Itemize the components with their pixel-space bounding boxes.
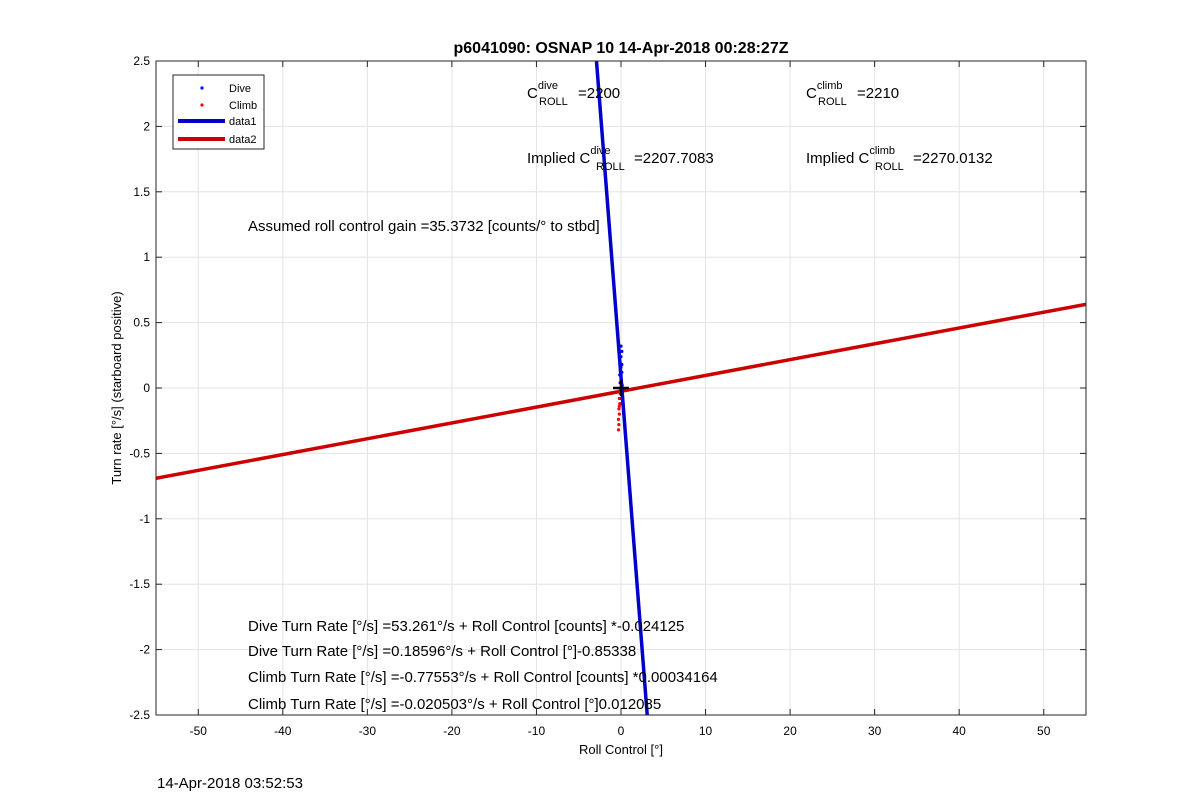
y-tick-label: 1.5 bbox=[133, 185, 150, 199]
point-dive bbox=[619, 344, 623, 348]
legend-climb-marker bbox=[200, 103, 204, 107]
y-tick-label: 0 bbox=[143, 381, 150, 395]
point-climb bbox=[617, 412, 621, 416]
x-tick-label: 50 bbox=[1037, 724, 1051, 738]
x-tick-label: 40 bbox=[953, 724, 967, 738]
point-climb bbox=[617, 396, 621, 401]
point-climb bbox=[618, 402, 622, 406]
x-axis-label: Roll Control [°] bbox=[579, 742, 663, 757]
chart-title: p6041090: OSNAP 10 14-Apr-2018 00:28:27Z bbox=[454, 40, 789, 57]
point-climb bbox=[616, 428, 621, 432]
implied-c-roll-climb: Implied Cclimb ROLL =2270.0132 bbox=[806, 145, 993, 173]
y-tick-label: 0.5 bbox=[133, 316, 150, 330]
x-tick-label: 0 bbox=[618, 724, 625, 738]
y-tick-label: 2 bbox=[143, 119, 150, 133]
x-tick-label: 10 bbox=[699, 724, 713, 738]
y-tick-label: -2 bbox=[139, 643, 150, 657]
series-layer bbox=[156, 61, 1086, 715]
legend: Dive Climb data1 data2 bbox=[172, 74, 265, 150]
legend-data2-label: data2 bbox=[229, 134, 257, 146]
c-roll-dive: Cdive ROLL =2200 bbox=[527, 80, 620, 108]
y-tick-label: -1 bbox=[139, 512, 150, 526]
x-tick-label: 30 bbox=[868, 724, 882, 738]
x-tick-label: 20 bbox=[783, 724, 797, 738]
point-dive bbox=[618, 360, 622, 364]
legend-dive-marker bbox=[200, 86, 204, 90]
point-dive bbox=[619, 365, 623, 369]
y-axis-label: Turn rate [°/s] (starboard positive) bbox=[109, 291, 124, 484]
point-dive bbox=[620, 349, 624, 353]
x-tick-label: -10 bbox=[528, 724, 546, 738]
fit-line-climb-degrees: Climb Turn Rate [°/s] =-0.020503°/s + Ro… bbox=[248, 696, 661, 713]
point-dive bbox=[619, 375, 623, 380]
fit-line-dive-counts: Dive Turn Rate [°/s] =53.261°/s + Roll C… bbox=[248, 618, 684, 635]
point-climb bbox=[616, 417, 621, 421]
legend-data1-label: data1 bbox=[229, 116, 257, 128]
point-climb bbox=[617, 404, 621, 408]
y-tick-label: -2.5 bbox=[129, 708, 150, 722]
series-group bbox=[156, 61, 1086, 715]
y-ticks: -2.5 -2 -1.5 -1 -0.5 0 0.5 1 1.5 2 2.5 bbox=[129, 54, 1086, 722]
x-tick-label: -20 bbox=[443, 724, 461, 738]
point-dive bbox=[620, 370, 624, 374]
y-tick-label: 1 bbox=[143, 250, 150, 264]
point-climb bbox=[617, 407, 621, 411]
point-dive bbox=[620, 362, 624, 367]
y-tick-label: 2.5 bbox=[133, 54, 150, 68]
fit-line-climb-counts: Climb Turn Rate [°/s] =-0.77553°/s + Rol… bbox=[248, 669, 718, 686]
x-tick-label: -50 bbox=[190, 724, 208, 738]
point-dive bbox=[619, 355, 623, 359]
x-ticks: -50 -40 -30 -20 -10 0 10 20 30 40 50 bbox=[190, 61, 1051, 738]
fit-line-dive-degrees: Dive Turn Rate [°/s] =0.18596°/s + Roll … bbox=[248, 643, 636, 660]
point-climb bbox=[617, 423, 621, 427]
point-dive bbox=[618, 373, 622, 377]
implied-c-roll-dive: Implied Cdive ROLL =2207.7083 bbox=[527, 145, 714, 173]
roll-gain-note: Assumed roll control gain =35.3732 [coun… bbox=[248, 218, 600, 235]
x-tick-label: -30 bbox=[359, 724, 377, 738]
legend-dive-label: Dive bbox=[229, 83, 251, 95]
x-tick-label: -40 bbox=[274, 724, 292, 738]
timestamp: 14-Apr-2018 03:52:53 bbox=[157, 775, 303, 792]
legend-climb-label: Climb bbox=[229, 100, 257, 112]
c-roll-climb: Cclimb ROLL =2210 bbox=[806, 80, 899, 108]
y-tick-label: -0.5 bbox=[129, 446, 150, 460]
y-tick-label: -1.5 bbox=[129, 577, 150, 591]
